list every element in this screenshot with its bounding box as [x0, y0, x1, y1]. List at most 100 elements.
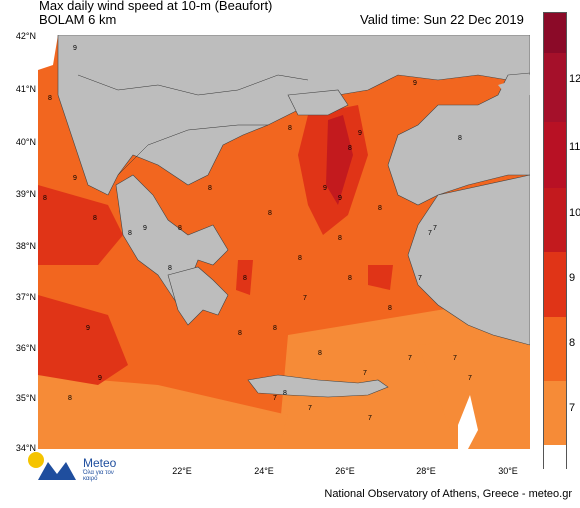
wind-value-label: 8	[338, 235, 342, 242]
wind-value-label: 8	[268, 210, 272, 217]
lat-label-38: 38°N	[15, 241, 36, 251]
wind-value-label: 9	[413, 80, 417, 87]
wind-value-label: 9	[86, 325, 90, 332]
credit-text: National Observatory of Athens, Greece -…	[324, 488, 572, 500]
lat-label-39: 39°N	[15, 189, 36, 199]
model-name: BOLAM 6 km	[39, 12, 117, 27]
wind-value-label: 9	[98, 375, 102, 382]
lon-label-26: 26°E	[335, 466, 355, 476]
wind-value-label: 8	[43, 195, 47, 202]
lat-label-35: 35°N	[15, 393, 36, 403]
wind-value-label: 8	[93, 215, 97, 222]
wind-value-label: 7	[308, 405, 312, 412]
lat-label-34: 34°N	[15, 443, 36, 453]
land-peloponnese	[167, 266, 229, 326]
wind-value-label: 9	[73, 45, 77, 52]
wind-value-label: 7	[408, 355, 412, 362]
colorbar-tick-8: 8	[569, 337, 576, 349]
wind-value-label: 8	[298, 255, 302, 262]
mountain-icon	[38, 462, 76, 480]
wind-value-label: 7	[418, 275, 422, 282]
colorbar-segment-7	[544, 381, 566, 445]
wind-band-9-dodecanese	[368, 265, 393, 290]
lat-label-41: 41°N	[15, 84, 36, 94]
colorbar-segment-10	[544, 188, 566, 252]
wind-value-label: 8	[283, 390, 287, 397]
colorbar-tick-11: 11	[569, 141, 580, 153]
land-anatolia-north	[387, 72, 530, 206]
colorbar-segment-11	[544, 122, 566, 188]
colorbar-segment-9	[544, 252, 566, 317]
colorbar-segment-8	[544, 317, 566, 381]
wind-value-label: 9	[358, 130, 362, 137]
land-balkans	[57, 35, 530, 196]
wind-value-label: 7	[303, 295, 307, 302]
country-border-north	[77, 74, 309, 96]
map-title: Max daily wind speed at 10-m (Beaufort)	[39, 0, 273, 13]
land-anatolia-west	[407, 174, 530, 346]
wind-value-label: 8	[178, 225, 182, 232]
wind-value-label: 7	[453, 355, 457, 362]
colorbar-segment-low	[544, 445, 566, 508]
lon-label-22: 22°E	[172, 466, 192, 476]
wind-value-label: 8	[243, 275, 247, 282]
colorbar-tick-12: 12	[569, 73, 580, 85]
wind-value-label: 8	[273, 325, 277, 332]
lat-label-40: 40°N	[15, 137, 36, 147]
wind-value-label: 7	[428, 230, 432, 237]
wind-value-label: 9	[143, 225, 147, 232]
wind-band-10-aegean	[326, 115, 353, 205]
wind-value-label: 8	[208, 185, 212, 192]
lat-label-42: 42°N	[15, 31, 36, 41]
meteo-logo	[28, 452, 76, 480]
wind-band-7-8-southwest	[38, 375, 288, 449]
colorbar-tick-9: 9	[569, 272, 576, 284]
colorbar-segment-13	[544, 13, 566, 53]
wind-value-label: 8	[128, 230, 132, 237]
wind-value-label: 7	[468, 375, 472, 382]
colorbar-segment-12	[544, 53, 566, 122]
colorbar-tick-7: 7	[569, 402, 576, 414]
wind-value-label: 9	[323, 185, 327, 192]
wind-value-label: 9	[338, 195, 342, 202]
wind-value-label: 8	[378, 205, 382, 212]
land-crete	[247, 374, 389, 398]
colorbar	[543, 12, 567, 508]
wind-value-label: 8	[238, 330, 242, 337]
country-border-greece	[117, 124, 268, 176]
wind-band-east	[418, 335, 530, 449]
wind-value-label: 8	[348, 275, 352, 282]
wind-value-label: 8	[458, 135, 462, 142]
wind-band-9-saronic	[236, 260, 253, 295]
wind-value-label: 8	[348, 145, 352, 152]
calm-area-northwest	[38, 35, 58, 70]
logo-tagline: Όλα για τον καιρό	[83, 470, 114, 482]
wind-value-label: 8	[48, 95, 52, 102]
logo-name: Meteo	[83, 456, 117, 470]
wind-value-label: 7	[273, 395, 277, 402]
colorbar-tick-10: 10	[569, 207, 580, 219]
lon-label-28: 28°E	[416, 466, 436, 476]
wind-value-label: 8	[388, 305, 392, 312]
calm-area-southeast	[458, 395, 478, 449]
wind-band-9-ionian-north	[38, 185, 123, 265]
lat-label-37: 37°N	[15, 292, 36, 302]
lon-label-24: 24°E	[254, 466, 274, 476]
valid-time: Valid time: Sun 22 Dec 2019	[360, 12, 524, 27]
wind-value-label: 8	[68, 395, 72, 402]
wind-value-label: 8	[168, 265, 172, 272]
land-greece-mainland	[115, 174, 229, 306]
land-bosphorus	[498, 75, 530, 97]
lon-label-30: 30°E	[498, 466, 518, 476]
wind-value-label: 9	[73, 175, 77, 182]
land-chalkidiki	[287, 89, 349, 116]
wind-value-label: 7	[363, 370, 367, 377]
wind-map-svg	[38, 35, 530, 449]
lat-label-36: 36°N	[15, 343, 36, 353]
sun-icon	[28, 452, 44, 468]
wind-value-label: 8	[318, 350, 322, 357]
wind-band-9-ionian-south	[38, 295, 128, 385]
wind-value-label: 7	[368, 415, 372, 422]
wind-value-label: 8	[288, 125, 292, 132]
